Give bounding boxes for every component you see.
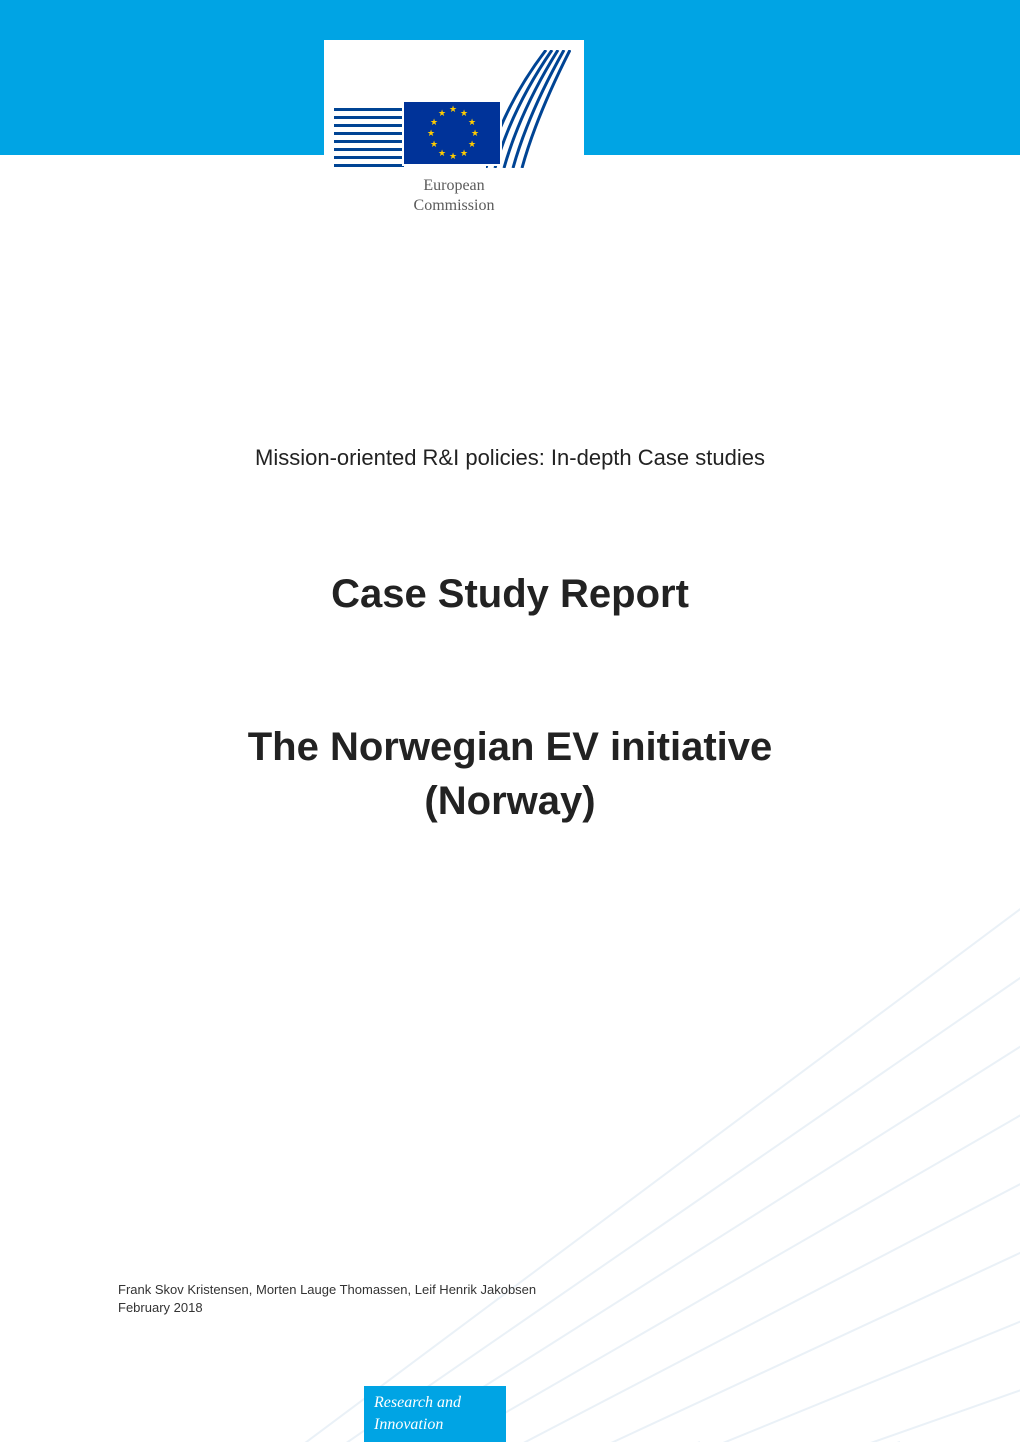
document-title-2-line1: The Norwegian EV initiative: [0, 720, 1020, 774]
ec-logo: ★ ★ ★ ★ ★ ★ ★ ★ ★ ★ ★ ★ European Commiss…: [324, 40, 584, 224]
document-title-1: Case Study Report: [0, 572, 1020, 617]
authors-block: Frank Skov Kristensen, Morten Lauge Thom…: [118, 1281, 536, 1317]
document-subtitle: Mission-oriented R&I policies: In-depth …: [0, 445, 1020, 471]
ec-logo-text-line2: Commission: [414, 196, 495, 216]
footer-badge: Research and Innovation: [364, 1386, 506, 1442]
ec-logo-text: European Commission: [414, 176, 495, 216]
authors-date: February 2018: [118, 1299, 536, 1317]
ec-logo-graphic: ★ ★ ★ ★ ★ ★ ★ ★ ★ ★ ★ ★: [334, 50, 574, 170]
eu-flag-icon: ★ ★ ★ ★ ★ ★ ★ ★ ★ ★ ★ ★: [402, 100, 502, 166]
ec-logo-text-line1: European: [414, 176, 495, 196]
document-title-2-line2: (Norway): [0, 774, 1020, 828]
document-title-2: The Norwegian EV initiative (Norway): [0, 720, 1020, 828]
background-rays: [0, 820, 1020, 1442]
ec-logo-lines: [334, 108, 404, 168]
authors-names: Frank Skov Kristensen, Morten Lauge Thom…: [118, 1281, 536, 1299]
footer-badge-line1: Research and: [374, 1392, 496, 1414]
footer-badge-line2: Innovation: [374, 1414, 496, 1436]
